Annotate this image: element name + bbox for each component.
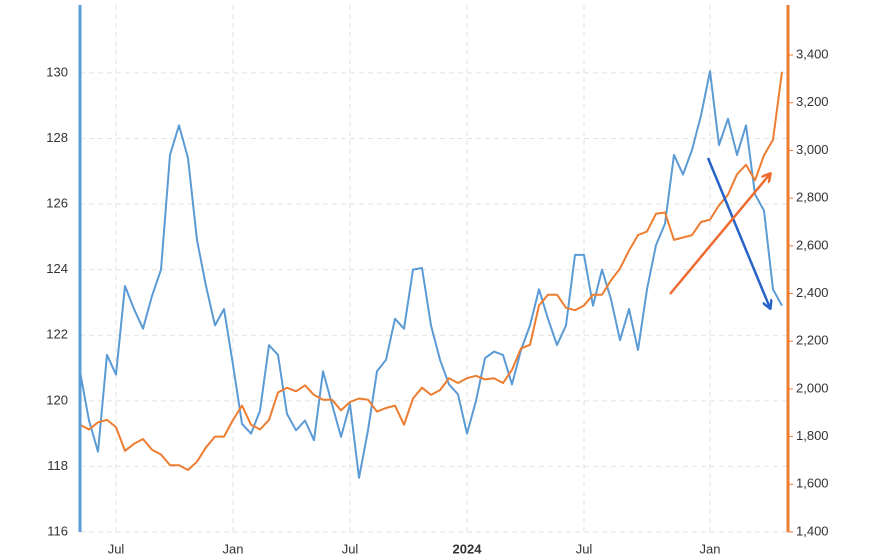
y-tick-label: 128 bbox=[46, 130, 68, 145]
y-tick-label: 130 bbox=[46, 64, 68, 79]
y2-tick-label: 3,200 bbox=[796, 94, 829, 109]
x-tick-label: 2024 bbox=[453, 541, 483, 556]
grid bbox=[80, 5, 788, 533]
y2-tick-label: 2,200 bbox=[796, 333, 829, 348]
plot bbox=[79, 70, 783, 479]
y-tick-label: 124 bbox=[46, 261, 68, 276]
y2-tick-label: 1,800 bbox=[796, 428, 829, 443]
series-line bbox=[79, 71, 783, 471]
y-tick-label: 126 bbox=[46, 195, 68, 210]
y2-tick-label: 1,600 bbox=[796, 476, 829, 491]
x-tick-label: Jan bbox=[223, 541, 244, 556]
x-tick-label: Jul bbox=[576, 541, 593, 556]
y-tick-label: 118 bbox=[47, 458, 68, 473]
series-line bbox=[79, 70, 783, 479]
x-tick-label: Jul bbox=[342, 541, 359, 556]
trend-arrow bbox=[706, 157, 770, 308]
x-tick-label: Jul bbox=[108, 541, 125, 556]
y-tick-label: 120 bbox=[46, 392, 68, 407]
y2-tick-label: 1,400 bbox=[796, 523, 829, 538]
y2-tick-label: 2,000 bbox=[796, 380, 829, 395]
y2-tick-label: 2,400 bbox=[796, 285, 829, 300]
y2-tick-label: 3,400 bbox=[796, 47, 829, 62]
x-tick-label: Jan bbox=[700, 541, 721, 556]
y2-tick-label: 2,800 bbox=[796, 190, 829, 205]
trend-arrow bbox=[669, 174, 770, 295]
y-tick-label: 122 bbox=[46, 327, 68, 342]
y2-tick-label: 3,000 bbox=[796, 142, 829, 157]
y2-tick-label: 2,600 bbox=[796, 237, 829, 252]
y-tick-label: 116 bbox=[47, 523, 68, 538]
